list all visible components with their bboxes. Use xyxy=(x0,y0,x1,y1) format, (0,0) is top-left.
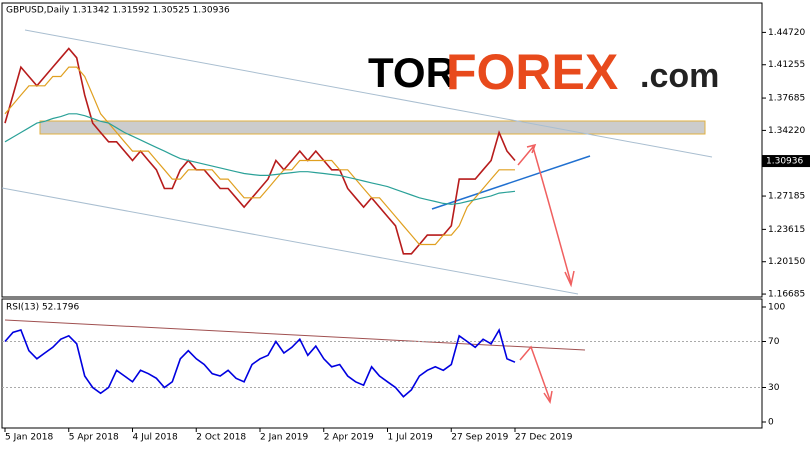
x-tick-label: 2 Jan 2019 xyxy=(260,433,308,443)
rsi-panel xyxy=(1,298,763,429)
y-tick-label: 1.34220 xyxy=(768,126,805,136)
rsi-title: RSI(13) 52.1796 xyxy=(6,303,79,313)
y-tick-label: 70 xyxy=(768,337,780,347)
y-tick-label: 1.16685 xyxy=(768,290,805,300)
x-tick-label: 27 Sep 2019 xyxy=(451,433,508,443)
forecast-arrows xyxy=(517,143,575,404)
x-tick-label: 2 Oct 2018 xyxy=(196,433,246,443)
y-tick-label: 1.20150 xyxy=(768,257,805,267)
x-tick-label: 4 Jul 2018 xyxy=(133,433,178,443)
last-price-box xyxy=(762,155,810,168)
x-tick-label: 5 Apr 2018 xyxy=(69,433,119,443)
x-tick-label: 5 Jan 2018 xyxy=(5,433,53,443)
channel-bottom xyxy=(1,187,579,295)
price-panel xyxy=(1,2,763,298)
logo-forex: FOREX xyxy=(446,44,618,100)
last-price-label: 1.30936 xyxy=(766,157,803,167)
logo-com: .com xyxy=(640,57,719,95)
y-tick-label: 1.37685 xyxy=(768,94,805,104)
support-line xyxy=(431,155,591,210)
y-tick-label: 30 xyxy=(768,383,780,393)
x-tick-label: 2 Apr 2019 xyxy=(324,433,374,443)
y-tick-label: 1.44720 xyxy=(768,28,805,38)
x-tick-label: 1 Jul 2019 xyxy=(388,433,433,443)
resistance-zone xyxy=(39,120,706,135)
y-tick-label: 100 xyxy=(768,303,785,313)
y-tick-label: 1.23615 xyxy=(768,225,805,235)
series-line xyxy=(4,66,515,246)
y-tick-label: 1.41255 xyxy=(768,60,805,70)
series-line xyxy=(4,47,516,255)
x-tick-label: 27 Dec 2019 xyxy=(515,433,573,443)
y-tick-label: 1.27185 xyxy=(768,192,805,202)
logo-tor: TOR xyxy=(368,49,456,96)
series-line xyxy=(4,327,516,398)
price-title: GBPUSD,Daily 1.31342 1.31592 1.30525 1.3… xyxy=(6,6,230,16)
rsi-trendline xyxy=(4,319,586,351)
y-tick-label: 0 xyxy=(768,418,774,428)
series-line xyxy=(4,113,516,205)
channel-top xyxy=(24,29,713,158)
